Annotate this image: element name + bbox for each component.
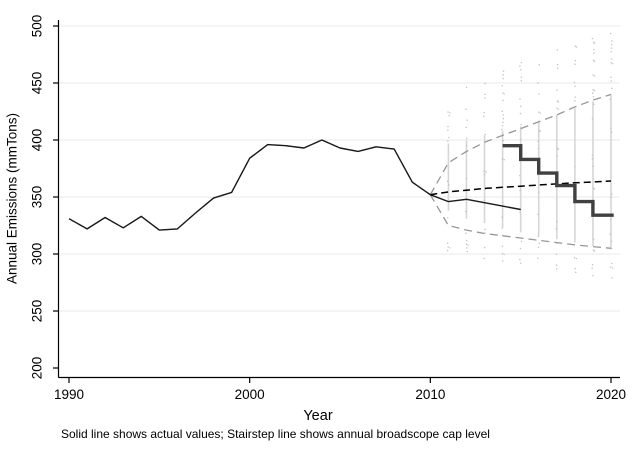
- x-tick-labels: [68, 377, 612, 383]
- x-tick-label: 2010: [415, 387, 445, 402]
- broadscope-cap-stairstep-line: [502, 144, 614, 217]
- series-lines: [68, 93, 612, 249]
- y-tick-label: 500: [30, 15, 45, 38]
- historical-fit-line: [68, 139, 431, 231]
- y-gridlines: [58, 25, 620, 312]
- figure-caption: Solid line shows actual values; Stairste…: [61, 427, 490, 441]
- x-tick-label: 2000: [235, 387, 265, 402]
- actual-line: [68, 139, 521, 231]
- x-tick-label: 2020: [596, 387, 626, 402]
- y-tick-labels: [53, 25, 59, 369]
- x-tick-label: 1990: [54, 387, 84, 402]
- x-axis-title: Year: [303, 408, 333, 424]
- forecast-lower-line: [429, 194, 612, 249]
- simulation-draw-columns: [446, 32, 614, 279]
- y-tick-label: 250: [30, 300, 45, 323]
- y-tick-label: 400: [30, 129, 45, 152]
- y-tick-label: 200: [30, 357, 45, 380]
- forecast-central-line: [430, 180, 612, 196]
- y-tick-label: 450: [30, 72, 45, 95]
- y-tick-label: 300: [30, 243, 45, 266]
- axes: [57, 20, 620, 379]
- y-axis-title: Annual Emissions (mmTons): [4, 112, 20, 285]
- y-tick-label: 350: [30, 186, 45, 209]
- cap-series: [502, 144, 614, 217]
